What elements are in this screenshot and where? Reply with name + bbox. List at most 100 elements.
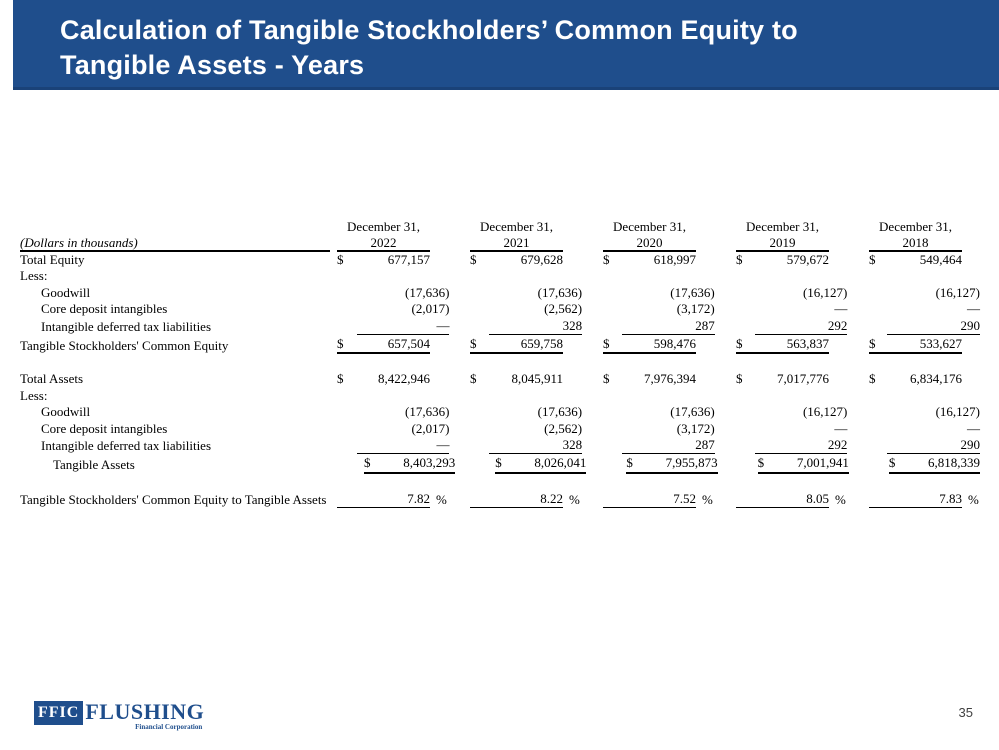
- logo-subtitle: Financial Corporation: [135, 723, 203, 731]
- header-year: 2018: [902, 234, 929, 250]
- table-header-row-years: (Dollars in thousands) 2022 2021 2020 20…: [20, 234, 980, 252]
- value-cell: (2,017): [357, 421, 450, 437]
- row-label: Tangible Stockholders' Common Equity to …: [20, 491, 327, 507]
- value-cell: $679,628: [470, 252, 563, 268]
- row-label: Intangible deferred tax liabilities: [41, 438, 212, 454]
- cell-value: 328: [562, 317, 583, 333]
- table-row-total-assets: Total Assets $8,422,946 $8,045,911 $7,97…: [20, 371, 980, 387]
- slide-title-line2: Tangible Assets - Years: [60, 50, 365, 81]
- value-cell: (2,562): [489, 421, 582, 437]
- cell-value: (17,636): [670, 404, 715, 420]
- cell-value: 7,017,776: [777, 371, 829, 387]
- dollar-sign: $: [364, 455, 371, 471]
- value-cell: (17,636): [357, 404, 450, 420]
- header-year-cell: 2019: [736, 234, 829, 252]
- row-label: Less:: [20, 387, 48, 403]
- cell-value: 8,045,911: [511, 371, 563, 387]
- value-cell: 292: [754, 318, 848, 336]
- percent-sign: %: [702, 491, 713, 507]
- percent-sign: %: [436, 491, 447, 507]
- table-row-core-deposit-intangibles: Core deposit intangibles (2,017) (2,562)…: [20, 301, 980, 317]
- cell-value: (2,017): [411, 301, 450, 317]
- value-cell: 7.52%: [603, 490, 713, 509]
- value-cell: 290: [887, 317, 981, 336]
- value-cell: $598,476: [603, 336, 696, 355]
- cell-value: 287: [695, 317, 715, 333]
- table-row-goodwill: Goodwill (17,636) (17,636) (17,636) (16,…: [20, 404, 980, 420]
- value-cell: $8,422,946: [337, 371, 430, 387]
- cell-value: (16,127): [802, 404, 848, 420]
- cell-value: (17,636): [405, 404, 450, 420]
- table-row-equity-to-assets-ratio: Tangible Stockholders' Common Equity to …: [20, 490, 980, 509]
- cell-value: 8,026,041: [534, 455, 587, 471]
- value-cell: —: [356, 437, 450, 455]
- dollar-sign: $: [736, 252, 743, 267]
- dollar-sign: $: [470, 371, 477, 387]
- cell-value: (17,636): [537, 404, 583, 420]
- cell-value: 598,476: [653, 336, 696, 352]
- header-year: 2020: [636, 234, 663, 250]
- dollar-sign: $: [603, 336, 610, 352]
- value-cell: 287: [622, 437, 715, 455]
- dollar-sign: $: [626, 455, 633, 471]
- cell-value: 657,504: [387, 336, 430, 352]
- table-row-total-equity: Total Equity $677,157 $679,628 $618,997 …: [20, 252, 980, 268]
- header-year: 2021: [503, 234, 530, 250]
- value-cell: —: [755, 301, 848, 317]
- cell-value: 659,758: [520, 336, 563, 352]
- value-cell: (16,127): [755, 404, 848, 420]
- row-label: Core deposit intangibles: [41, 420, 168, 436]
- cell-value: 7.52: [673, 490, 696, 506]
- logo-name-block: FLUSHING Financial Corporation: [85, 699, 205, 732]
- row-label: Goodwill: [41, 404, 91, 420]
- cell-value: 7,976,394: [644, 371, 696, 387]
- section-spacer: [20, 354, 980, 371]
- dollar-sign: $: [888, 455, 896, 471]
- financial-table: December 31, December 31, December 31, D…: [20, 219, 981, 509]
- cell-value: (16,127): [935, 404, 980, 420]
- value-cell: 328: [489, 317, 583, 336]
- header-date-cell: December 31,: [337, 219, 430, 235]
- value-cell: (17,636): [357, 284, 450, 301]
- cell-value: (3,172): [676, 301, 715, 317]
- value-cell: (16,127): [755, 285, 847, 301]
- value-cell: (2,562): [489, 301, 582, 317]
- header-year: 2019: [769, 234, 796, 250]
- cell-value: 679,628: [520, 252, 563, 267]
- header-year-cell: 2020: [603, 234, 696, 252]
- value-cell: 292: [754, 437, 848, 455]
- header-year: 2022: [370, 234, 397, 250]
- section-spacer: [20, 474, 980, 491]
- dollar-sign: $: [757, 455, 765, 471]
- logo-company-name: FLUSHING: [85, 699, 205, 724]
- header-date: December 31,: [746, 219, 819, 234]
- dollar-sign: $: [603, 252, 610, 267]
- value-cell: $677,157: [337, 252, 430, 268]
- cell-value: (17,636): [405, 284, 450, 300]
- value-cell: (17,636): [489, 285, 582, 301]
- value-cell: $579,672: [736, 252, 829, 268]
- row-label: Total Equity: [20, 252, 85, 267]
- cell-value: (2,017): [411, 420, 450, 436]
- cell-value: —: [834, 301, 848, 317]
- cell-value: 290: [960, 317, 981, 333]
- cell-value: 579,672: [786, 252, 829, 267]
- table-header-row-dates: December 31, December 31, December 31, D…: [20, 219, 980, 235]
- value-cell: $8,026,041: [495, 455, 587, 474]
- row-label: Core deposit intangibles: [41, 301, 168, 317]
- cell-value: 618,997: [653, 252, 696, 267]
- table-row-tangible-stockholders-common-equity: Tangible Stockholders' Common Equity $65…: [20, 335, 980, 355]
- cell-value: 7.83: [939, 490, 962, 506]
- dollar-sign: $: [337, 336, 344, 352]
- percent-sign: %: [569, 491, 580, 507]
- cell-value: 8,422,946: [378, 371, 430, 387]
- value-cell: $7,955,873: [626, 455, 718, 474]
- value-cell: $657,504: [337, 336, 430, 355]
- table-row-goodwill: Goodwill (17,636) (17,636) (17,636) (16,…: [20, 285, 980, 301]
- header-date-cell: December 31,: [869, 219, 962, 235]
- header-date-cell: December 31,: [736, 219, 829, 235]
- cell-value: 7.82: [407, 490, 430, 506]
- company-logo: FFIC FLUSHING Financial Corporation: [34, 701, 204, 731]
- cell-value: 549,464: [919, 252, 962, 267]
- value-cell: $533,627: [869, 336, 962, 355]
